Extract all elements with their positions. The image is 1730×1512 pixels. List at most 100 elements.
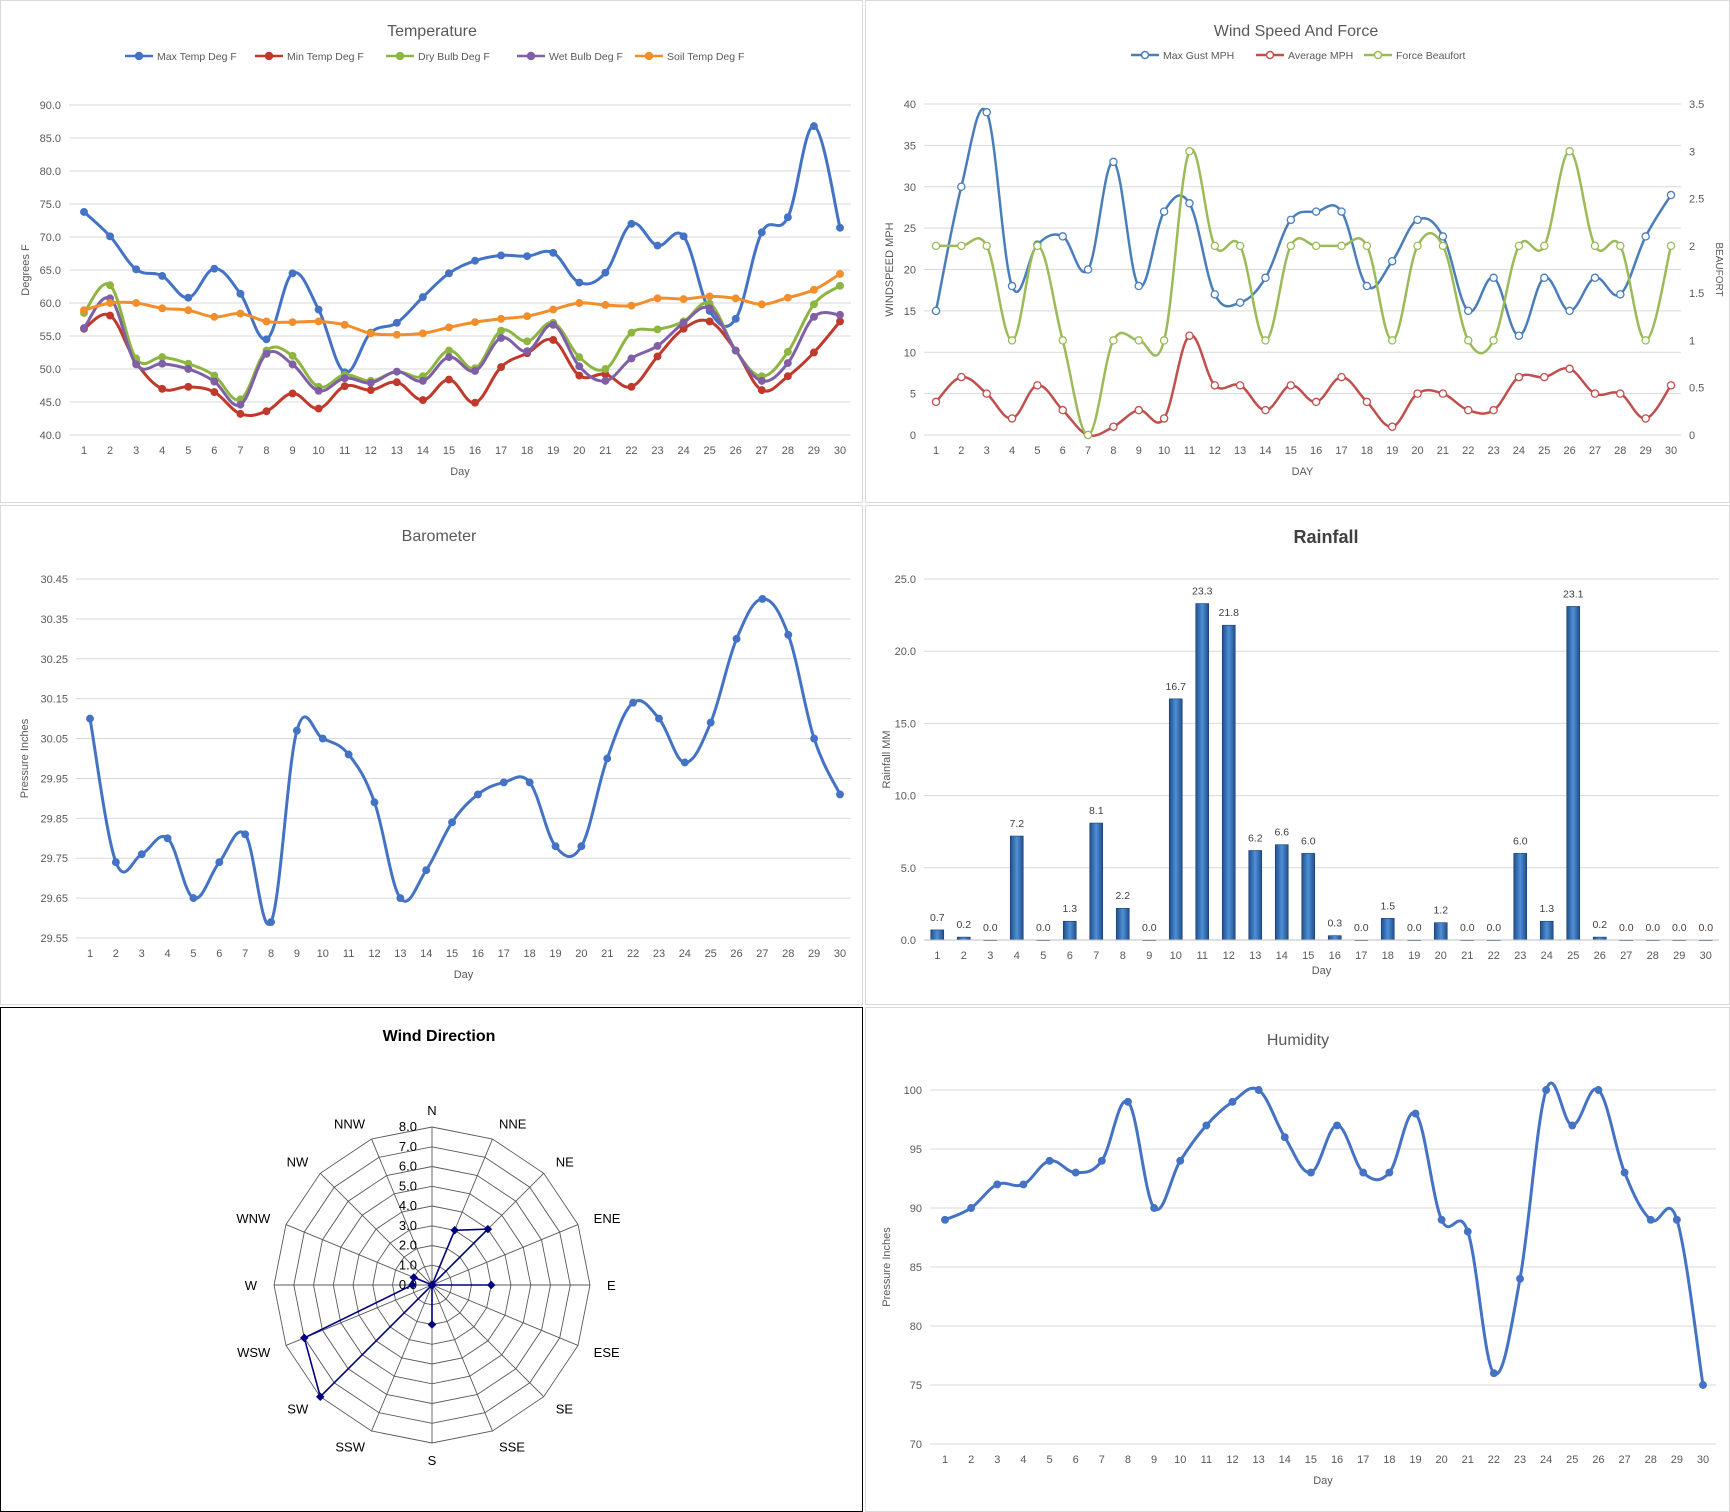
- data-point: [158, 353, 167, 362]
- x-tick-label: 26: [1594, 950, 1606, 962]
- data-point: [941, 1215, 949, 1224]
- data-point: [1413, 389, 1422, 398]
- x-tick-label: 20: [575, 948, 587, 960]
- y-tick-label: 85: [910, 1262, 922, 1274]
- data-point: [523, 347, 532, 356]
- y-tick-label: 15: [904, 306, 916, 318]
- rain-bar: [1433, 922, 1448, 941]
- bar-value-label: 0.0: [983, 922, 998, 934]
- data-point: [1261, 405, 1270, 415]
- data-point: [783, 293, 792, 302]
- data-point: [471, 398, 479, 407]
- x-axis-label: Day: [454, 969, 474, 981]
- x-tick-label: 7: [1099, 1454, 1105, 1466]
- x-tick-label: 17: [498, 948, 510, 960]
- y-tick-label: 10: [904, 347, 916, 359]
- data-point: [783, 359, 792, 368]
- radar-point: [487, 1280, 496, 1290]
- data-point: [1387, 256, 1397, 266]
- data-point: [1387, 422, 1397, 431]
- x-tick-label: 11: [1197, 950, 1208, 962]
- data-point: [292, 726, 301, 735]
- x-tick-label: 6: [211, 445, 217, 457]
- data-point: [288, 389, 297, 398]
- bar-value-label: 0.2: [956, 919, 971, 931]
- x-tick-label: 11: [1201, 1454, 1212, 1466]
- data-point: [189, 894, 198, 903]
- bar-value-label: 0.3: [1327, 918, 1342, 930]
- data-point: [653, 341, 662, 350]
- x-tick-label: 18: [1382, 950, 1394, 962]
- bar-value-label: 1.5: [1380, 900, 1395, 912]
- data-point: [132, 299, 141, 307]
- radial-tick-label: 8.0: [399, 1119, 417, 1134]
- bar-value-label: 1.2: [1433, 905, 1448, 917]
- data-point: [982, 108, 991, 117]
- data-point: [783, 213, 792, 222]
- x-tick-label: 6: [1067, 950, 1073, 962]
- y-tick-label: 40.0: [40, 430, 61, 442]
- data-point: [1411, 1109, 1420, 1118]
- data-point: [1097, 1156, 1106, 1165]
- humidity-chart-panel: Humidity 70 75 80 85 90 95 100 1 2 3 4 5 6 7 8 9 10 11 12 13…: [865, 1007, 1730, 1512]
- x-tick-label: 22: [625, 445, 637, 457]
- direction-label: ENE: [594, 1211, 621, 1226]
- data-point: [603, 754, 612, 763]
- data-point: [1058, 232, 1067, 241]
- data-point: [106, 232, 115, 241]
- data-point: [1254, 1086, 1263, 1094]
- data-point: [1540, 372, 1549, 382]
- x-tick-label: 12: [1223, 950, 1235, 962]
- bar-value-label: 0.0: [1645, 922, 1660, 934]
- data-point: [445, 353, 453, 362]
- data-point: [262, 407, 271, 416]
- data-point: [1261, 336, 1270, 345]
- x-tick-label: 24: [1541, 950, 1553, 962]
- data-point: [1159, 336, 1169, 345]
- bar-value-label: 6.2: [1248, 832, 1263, 844]
- y-axis-label: Pressure Inches: [881, 1227, 893, 1307]
- data-point: [679, 232, 688, 241]
- x-tick-label: 21: [1462, 1454, 1474, 1466]
- x-tick-label: 4: [1009, 445, 1015, 457]
- x-tick-label: 1: [933, 445, 939, 457]
- data-point: [931, 241, 941, 251]
- data-point: [241, 830, 250, 839]
- x-tick-label: 8: [263, 445, 269, 457]
- data-point: [1306, 1168, 1315, 1177]
- data-point: [392, 330, 401, 339]
- data-point: [262, 317, 271, 326]
- x-tick-label: 15: [446, 948, 458, 960]
- data-point: [366, 329, 375, 338]
- y-tick-label: 29.55: [40, 933, 68, 945]
- data-point: [1311, 207, 1321, 216]
- x-tick-label: 26: [730, 445, 742, 457]
- rain-bar: [1089, 822, 1104, 941]
- data-point: [679, 295, 688, 303]
- x-tick-label: 16: [1310, 445, 1322, 457]
- data-point: [1540, 273, 1549, 283]
- chart-title: Humidity: [1267, 1032, 1329, 1049]
- bar-value-label: 6.0: [1513, 835, 1528, 847]
- rain-bar: [1009, 835, 1024, 941]
- data-point: [262, 335, 271, 344]
- series-line: [82, 282, 841, 402]
- x-tick-label: 28: [1645, 1454, 1657, 1466]
- wind-speed-chart: Wind Speed And Force051015202530354000.5…: [884, 23, 1724, 478]
- radial-tick-label: 7.0: [399, 1139, 417, 1154]
- x-tick-label: 9: [1151, 1454, 1157, 1466]
- y-tick-label: 75: [910, 1380, 922, 1392]
- y-tick-label: 20: [904, 265, 916, 277]
- data-point: [967, 1204, 976, 1212]
- data-point: [809, 122, 818, 131]
- rain-bar: [1221, 624, 1236, 941]
- x-tick-label: 14: [1259, 445, 1271, 457]
- data-point: [392, 367, 401, 376]
- bar-value-label: 7.2: [1009, 818, 1024, 830]
- x-tick-label: 17: [1335, 445, 1347, 457]
- radar-spoke: [371, 1284, 433, 1432]
- data-point: [757, 386, 766, 395]
- data-point: [1109, 157, 1118, 167]
- x-tick-label: 29: [1673, 950, 1685, 962]
- x-tick-label: 29: [808, 948, 820, 960]
